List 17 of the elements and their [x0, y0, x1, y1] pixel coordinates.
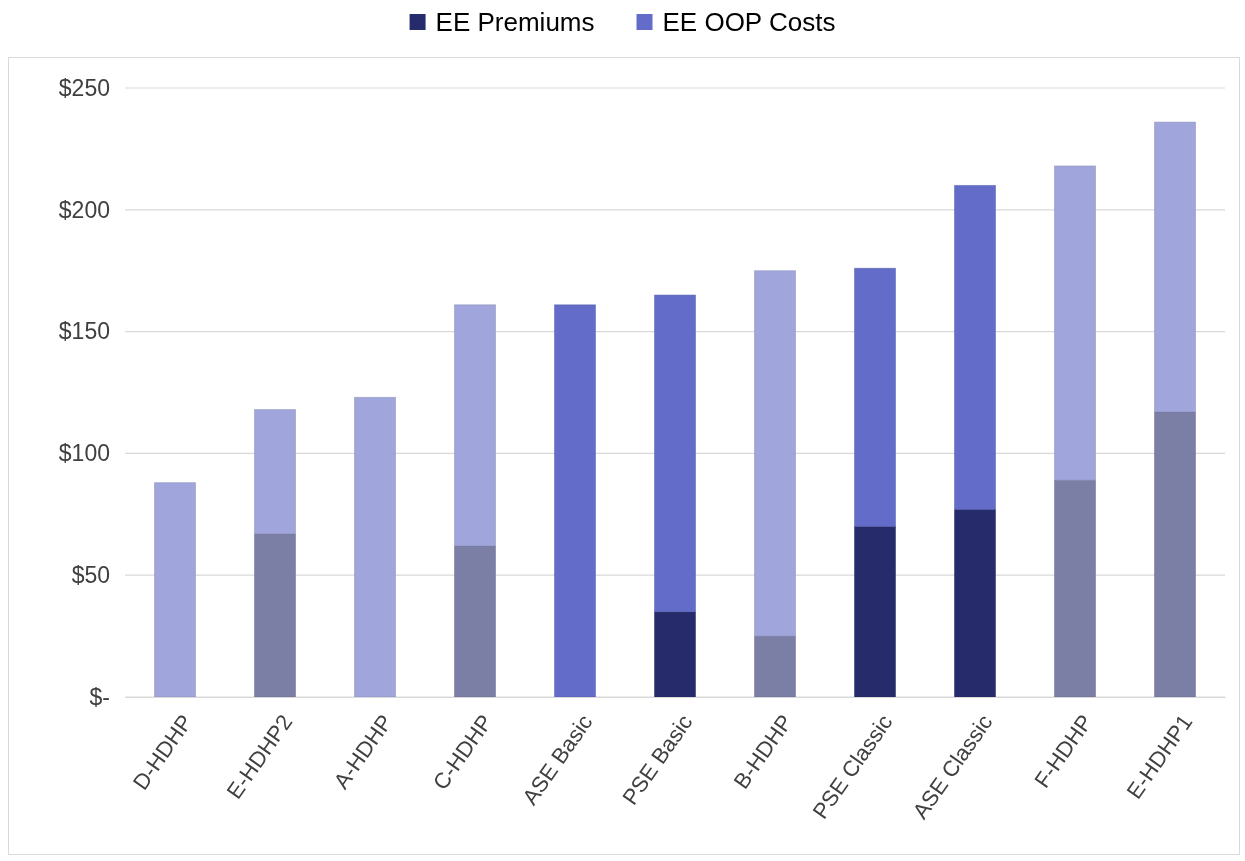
y-tick-label: $50 [71, 562, 110, 589]
bar [954, 184, 996, 510]
bar [654, 611, 696, 698]
bar [354, 396, 396, 698]
bar [954, 508, 996, 698]
bar [854, 525, 896, 698]
y-tick-label: $- [89, 683, 110, 710]
y-tick-label: $150 [58, 318, 110, 345]
legend-label: EE OOP Costs [662, 7, 836, 38]
bar [554, 304, 596, 698]
y-tick-label: $250 [58, 74, 110, 101]
y-tick-label: $100 [58, 440, 110, 467]
bar [154, 482, 196, 698]
y-tick-label: $200 [58, 196, 110, 223]
bar [854, 267, 896, 527]
legend-label: EE Premiums [435, 7, 595, 38]
bar [654, 294, 696, 613]
